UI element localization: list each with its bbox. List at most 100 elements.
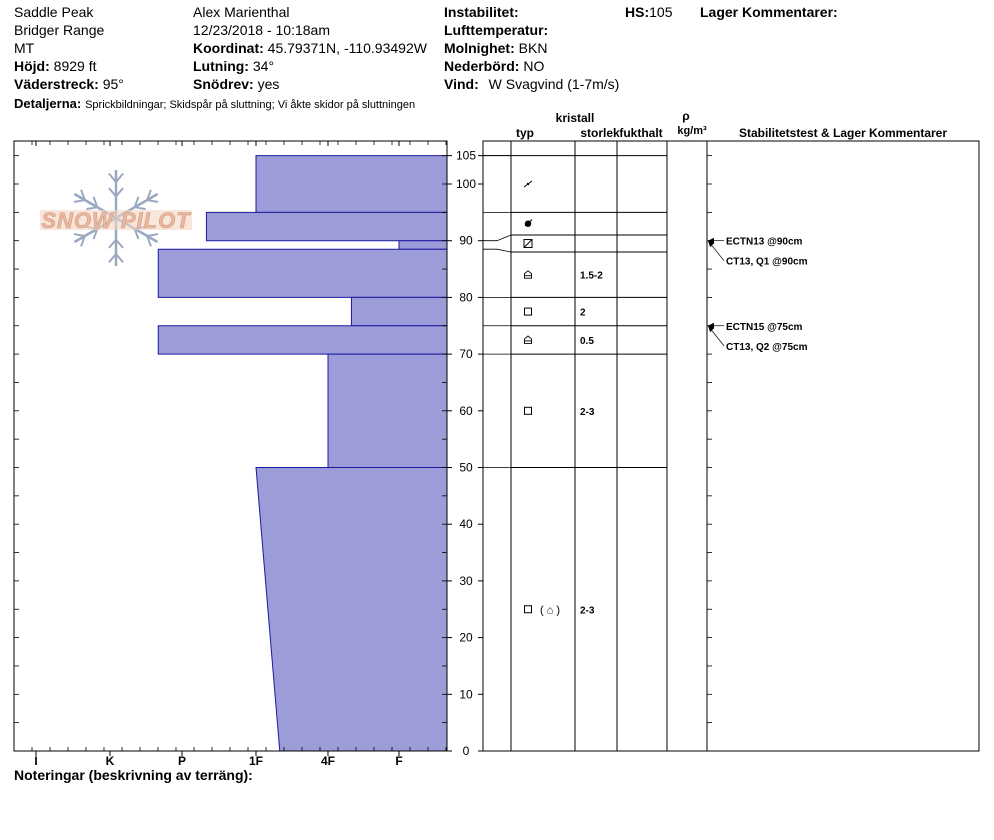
snowdrift-label: Snödrev: <box>193 76 254 92</box>
depth-tick-label: 0 <box>463 744 470 758</box>
snowflake-branch <box>133 196 140 208</box>
snowflake-branch <box>146 189 152 201</box>
datetime: 12/23/2018 - 10:18am <box>193 22 330 38</box>
aspect-value: 95° <box>102 76 124 92</box>
snowflake-branch <box>86 206 98 211</box>
grain-size: 2-3 <box>580 407 595 418</box>
cloud-value: BKN <box>518 40 548 56</box>
layer-row <box>523 239 533 249</box>
depth-tick-label: 80 <box>459 290 473 304</box>
hardness-layer <box>157 325 448 355</box>
details-row: Detaljerna: Sprickbildningar; Skidspår p… <box>14 94 415 114</box>
header-kristall: kristall <box>556 111 595 125</box>
snowflake-branch <box>134 206 146 211</box>
depth-axis: 0 10 20 30 40 50 60 70 80 90 100 105 <box>442 149 483 758</box>
depth-tick-label: 10 <box>459 687 473 701</box>
grain-secondary: ( ⌂ ) <box>540 604 560 616</box>
stability-test-label: ECTN13 @90cm <box>726 237 803 248</box>
coordinate-label: Koordinat: <box>193 40 264 56</box>
grain-facets-icon <box>524 605 532 614</box>
slope-value: 34° <box>252 58 275 74</box>
wind-row: Vind: W Svagvind (1-7m/s) <box>444 75 619 93</box>
snowflake-branch <box>73 199 85 203</box>
snowflake-branch <box>108 253 117 264</box>
details-label: Detaljerna: <box>14 96 82 111</box>
hardness-tick-label: 1F <box>249 754 263 768</box>
hardness-tick-label: 4F <box>321 754 335 768</box>
snowflake-branch <box>115 187 124 198</box>
grain-size: 1.5-2 <box>580 271 603 282</box>
snowflake-branch <box>92 196 99 208</box>
hs-label: HS: <box>625 4 650 20</box>
cloud-row: Molnighet: BKN <box>444 39 547 57</box>
details-value: Sprickbildningar; Skidspår på sluttning;… <box>85 99 416 111</box>
location: Saddle Peak <box>14 4 94 20</box>
snowdrift-row: Snödrev: yes <box>193 75 279 93</box>
grain-crust-icon <box>523 239 533 248</box>
stability-test-label: CT13, Q1 @90cm <box>726 257 808 268</box>
state: MT <box>14 40 35 56</box>
hardness-layer <box>205 211 448 242</box>
coordinate-value: 45.79371N, -110.93492W <box>267 40 427 56</box>
snowflake-branch <box>108 172 117 183</box>
layer-row: 0.5 <box>524 335 594 347</box>
header-density-unit: kg/m³ <box>677 125 707 137</box>
layer-row <box>523 180 533 188</box>
snowflake-branch <box>73 233 85 237</box>
elevation-value: 8929 ft <box>53 58 97 74</box>
stability-test: CT13, Q1 @90cm <box>707 240 808 268</box>
snowflake-branch <box>92 228 99 240</box>
snowflake-branch <box>147 199 159 203</box>
aspect-row: Väderstreck: 95° <box>14 75 124 93</box>
snowflake-branch <box>146 235 152 247</box>
hardness-tick-label: P <box>178 754 186 768</box>
snowflake-branch <box>133 228 140 240</box>
depth-tick-label: 70 <box>459 347 473 361</box>
grain-facets-icon <box>524 406 532 415</box>
observer: Alex Marienthal <box>193 4 290 20</box>
hardness-frame <box>13 140 448 752</box>
grain-size: 2 <box>580 308 586 319</box>
header-rho: ρ <box>682 109 689 123</box>
layer-comments-label: Lager Kommentarer: <box>700 4 838 20</box>
stability-test: ECTN13 @90cm <box>708 237 803 248</box>
air-temp-label: Lufttemperatur: <box>444 22 549 38</box>
arrow-icon <box>708 325 715 333</box>
snowflake-branch <box>115 253 124 264</box>
depth-tick-label: 20 <box>459 631 473 645</box>
snowflake-branch <box>115 238 124 249</box>
wind-value: W Svagvind (1-7m/s) <box>488 76 620 92</box>
hardness-axis: I K P 1F 4F F <box>13 141 447 768</box>
grain-facets-icon <box>524 307 532 316</box>
snowflake-branch <box>115 172 124 183</box>
hardness-layer <box>350 296 448 327</box>
stability-test-label: ECTN15 @75cm <box>726 322 803 333</box>
elevation-row: Höjd: 8929 ft <box>14 57 96 75</box>
layer-row: 1.5-2 <box>524 270 603 282</box>
logo-plate <box>40 210 192 230</box>
hardness-layer <box>157 248 448 298</box>
depth-tick-label: 30 <box>459 574 473 588</box>
precip-value: NO <box>523 58 545 74</box>
layer-table-frame <box>482 140 980 752</box>
layer-row: 2 <box>524 307 586 319</box>
hardness-layer <box>255 155 448 213</box>
depth-tick-label: 60 <box>459 404 473 418</box>
notes-label: Noteringar (beskrivning av terräng): <box>14 767 253 783</box>
snowflake-branch <box>80 189 86 201</box>
grain-depth-hoar-icon <box>524 270 532 279</box>
hardness-layer <box>398 240 448 250</box>
grain-crust-icon <box>523 239 533 249</box>
hardness-tick-label: K <box>106 754 115 768</box>
layer-row <box>524 219 533 227</box>
snowflake-branch <box>147 233 159 237</box>
header-fukthalt: fukthalt <box>619 126 662 140</box>
snowflake-branch <box>108 187 117 198</box>
precip-row: Nederbörd: NO <box>444 57 544 75</box>
grain-size: 2-3 <box>580 605 595 616</box>
hardness-tick-label: I <box>34 754 37 768</box>
hs-row: HS:105 <box>625 3 672 21</box>
instability-label: Instabilitet: <box>444 4 519 20</box>
stability-tests: ECTN13 @90cm CT13, Q1 @90cm ECTN15 @75cm CT… <box>707 237 808 353</box>
